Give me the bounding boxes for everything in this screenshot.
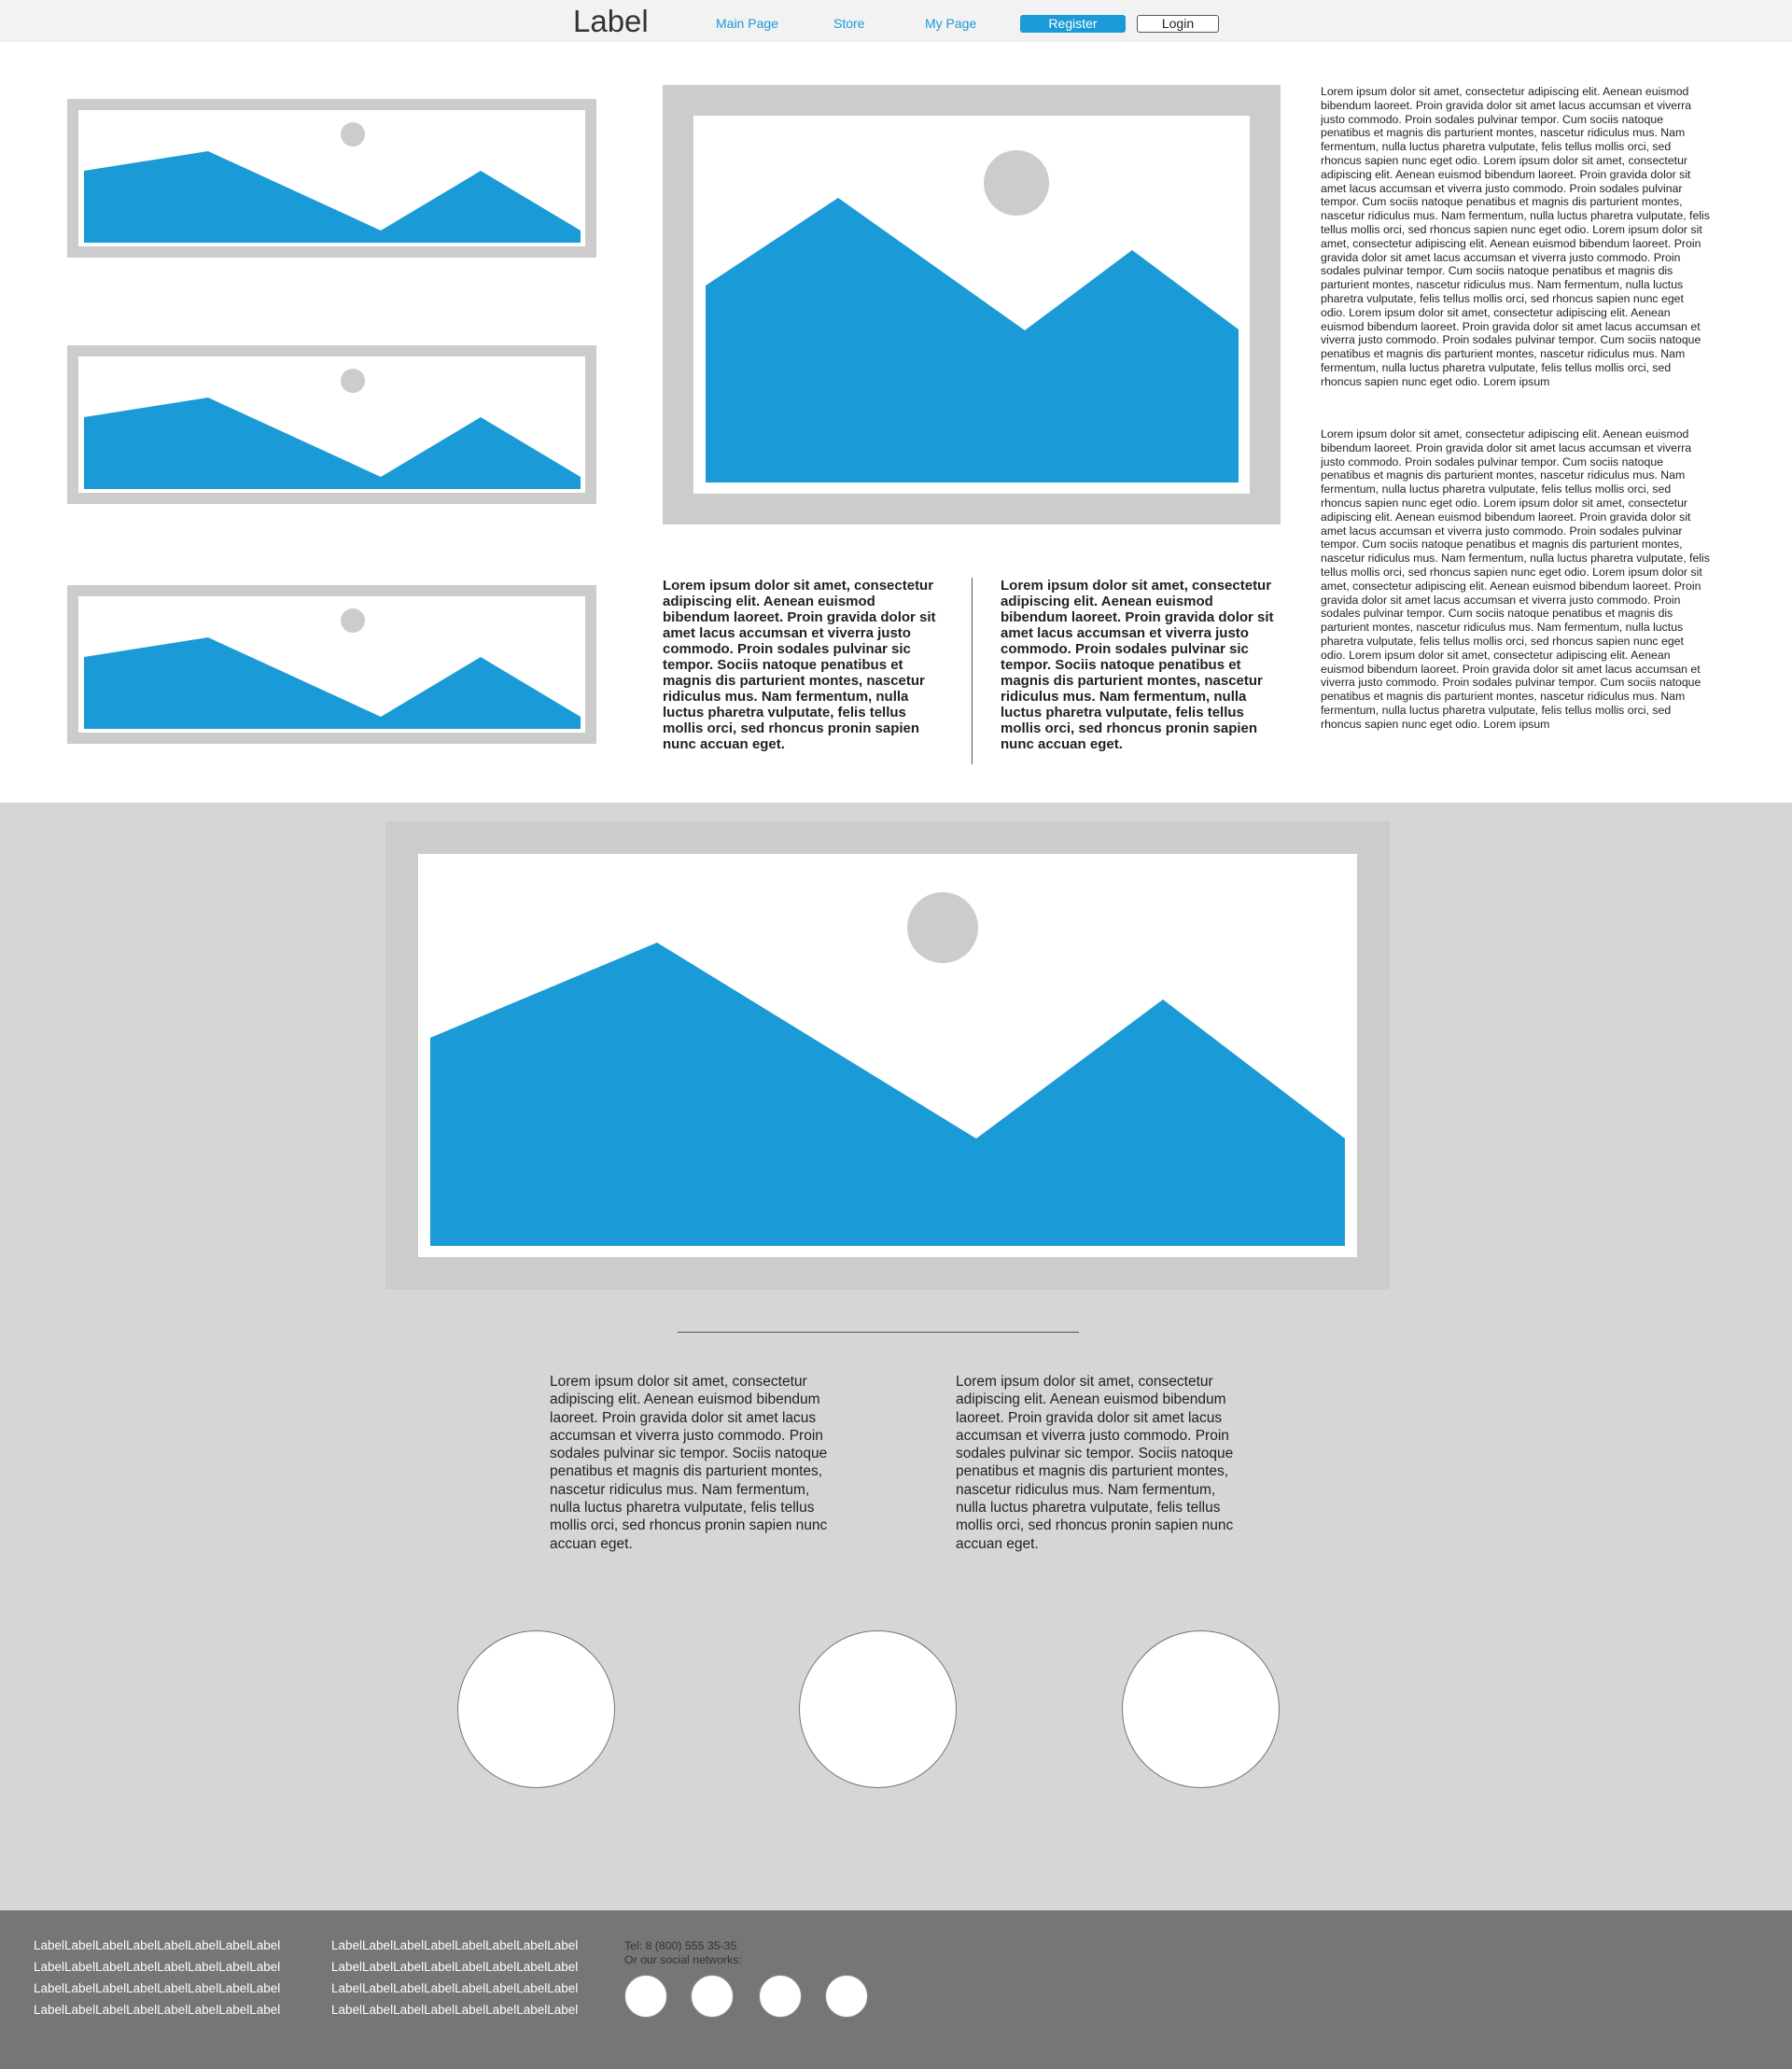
side-text-2: Lorem ipsum dolor sit amet, consectetur … bbox=[1321, 427, 1710, 731]
image-placeholder-1 bbox=[67, 99, 596, 258]
footer bbox=[0, 1910, 1792, 2069]
image-placeholder-icon bbox=[78, 596, 585, 733]
footer-link[interactable]: LabelLabelLabelLabelLabelLabelLabelLabel bbox=[331, 2003, 579, 2017]
footer-link[interactable]: LabelLabelLabelLabelLabelLabelLabelLabel bbox=[331, 1960, 579, 1974]
footer-link[interactable]: LabelLabelLabelLabelLabelLabelLabelLabel bbox=[331, 1938, 579, 1952]
nav-my-page[interactable]: My Page bbox=[925, 16, 977, 31]
image-placeholder-2 bbox=[67, 345, 596, 504]
circle-placeholder-1 bbox=[457, 1630, 615, 1788]
section-text-1: Lorem ipsum dolor sit amet, consectetur … bbox=[550, 1374, 828, 1552]
side-text-1: Lorem ipsum dolor sit amet, consectetur … bbox=[1321, 85, 1710, 388]
footer-link[interactable]: LabelLabelLabelLabelLabelLabelLabelLabel bbox=[34, 1981, 281, 1995]
logo[interactable]: Label bbox=[573, 4, 649, 38]
footer-phone: Tel: 8 (800) 555 35-35 bbox=[624, 1939, 737, 1952]
image-placeholder-icon bbox=[418, 854, 1357, 1257]
section-text-2: Lorem ipsum dolor sit amet, consectetur … bbox=[956, 1374, 1234, 1552]
circle-placeholder-2 bbox=[799, 1630, 957, 1788]
nav-main-page[interactable]: Main Page bbox=[716, 16, 778, 31]
footer-link[interactable]: LabelLabelLabelLabelLabelLabelLabelLabel bbox=[34, 1960, 281, 1974]
column-divider bbox=[972, 578, 973, 764]
footer-link[interactable]: LabelLabelLabelLabelLabelLabelLabelLabel bbox=[34, 1938, 281, 1952]
footer-link[interactable]: LabelLabelLabelLabelLabelLabelLabelLabel bbox=[331, 1981, 579, 1995]
login-button[interactable]: Login bbox=[1137, 15, 1219, 33]
featured-text-2: Lorem ipsum dolor sit amet, consectetur … bbox=[1001, 578, 1274, 752]
footer-social-label: Or our social networks: bbox=[624, 1953, 742, 1966]
social-network-icon[interactable] bbox=[759, 1975, 802, 2018]
image-placeholder-icon bbox=[78, 110, 585, 246]
register-button[interactable]: Register bbox=[1020, 15, 1126, 33]
social-network-icon[interactable] bbox=[624, 1975, 667, 2018]
image-placeholder-icon bbox=[693, 116, 1250, 494]
section-divider bbox=[678, 1332, 1079, 1333]
nav-store[interactable]: Store bbox=[833, 16, 865, 31]
social-network-icon[interactable] bbox=[691, 1975, 734, 2018]
image-placeholder-icon bbox=[78, 356, 585, 493]
footer-link[interactable]: LabelLabelLabelLabelLabelLabelLabelLabel bbox=[34, 2003, 281, 2017]
featured-image bbox=[663, 85, 1281, 524]
social-network-icon[interactable] bbox=[825, 1975, 868, 2018]
circle-placeholder-3 bbox=[1122, 1630, 1280, 1788]
header: Label Main Page Store My Page Register L… bbox=[0, 0, 1792, 42]
hero-image bbox=[385, 821, 1390, 1290]
image-placeholder-3 bbox=[67, 585, 596, 744]
featured-text-1: Lorem ipsum dolor sit amet, consectetur … bbox=[663, 578, 936, 752]
